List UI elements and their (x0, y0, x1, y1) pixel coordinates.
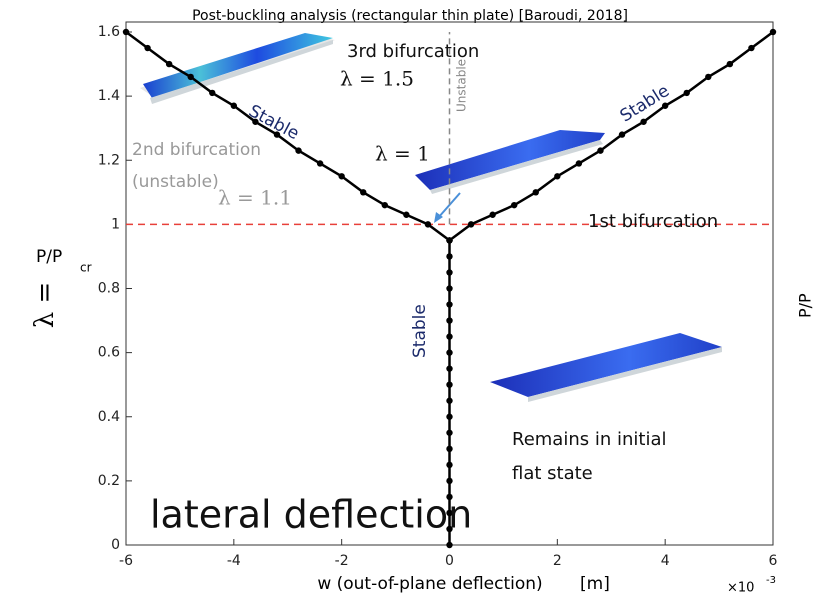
annotation: λ = 1 (375, 142, 430, 166)
y-axis-label-sub: cr (80, 261, 92, 275)
data-point (446, 398, 452, 404)
data-point (576, 160, 582, 166)
annotation: lateral deflection (150, 493, 472, 537)
x-tick-label: 0 (445, 553, 454, 569)
data-point (166, 61, 172, 67)
annotation: λ = 1.5 (340, 67, 414, 91)
data-point (446, 430, 452, 436)
data-point (446, 446, 452, 452)
data-point (511, 202, 517, 208)
data-point (209, 90, 215, 96)
y-tick-label: 0.4 (98, 409, 120, 425)
annotation: Unstable (455, 59, 469, 112)
annotation: (unstable) (132, 172, 219, 192)
data-point (317, 160, 323, 166)
data-point (446, 237, 452, 243)
x-tick-label: -4 (227, 553, 241, 569)
data-point (425, 221, 431, 227)
data-point (446, 285, 452, 291)
annotation: Stable (410, 304, 430, 358)
data-point (727, 61, 733, 67)
y-axis-label: P/P (36, 247, 62, 267)
annotation: 1st bifurcation (588, 211, 718, 232)
data-point (619, 131, 625, 137)
data-point (188, 74, 194, 80)
data-point (640, 119, 646, 125)
y-tick-label: 0 (111, 537, 120, 553)
x-tick-label: 6 (769, 553, 778, 569)
data-point (684, 90, 690, 96)
x-tick-label: -6 (119, 553, 133, 569)
data-point (446, 333, 452, 339)
data-point (446, 269, 452, 275)
data-point (382, 202, 388, 208)
y-tick-label: 1.2 (98, 152, 120, 168)
chart: Post-buckling analysis (rectangular thin… (0, 0, 815, 608)
data-point (748, 45, 754, 51)
y-tick-label: 0.6 (98, 345, 120, 361)
y-tick-label: 1.6 (98, 24, 120, 40)
y-tick-label: 1.4 (98, 88, 120, 104)
data-point (446, 462, 452, 468)
y-tick-label: 0.8 (98, 281, 120, 297)
annotation: Remains in initial (512, 429, 666, 450)
right-label: P/P (796, 293, 815, 318)
data-point (231, 103, 237, 109)
data-point (770, 29, 776, 35)
x-tick-label: 2 (553, 553, 562, 569)
data-point (446, 317, 452, 323)
data-point (446, 349, 452, 355)
x-axis-label: w (out-of-plane deflection) (317, 574, 542, 594)
data-point (295, 147, 301, 153)
x-multiplier-exp: -3 (766, 575, 776, 586)
data-point (468, 221, 474, 227)
x-multiplier: ×10 (727, 581, 754, 596)
data-point (489, 212, 495, 218)
data-point (123, 29, 129, 35)
annotation: flat state (512, 463, 593, 484)
y-tick-label: 1 (111, 216, 120, 232)
data-point (446, 542, 452, 548)
data-point (533, 189, 539, 195)
y-tick-label: 0.2 (98, 473, 120, 489)
data-point (446, 414, 452, 420)
annotation: 3rd bifurcation (347, 41, 479, 62)
data-point (446, 478, 452, 484)
data-point (705, 74, 711, 80)
data-point (403, 212, 409, 218)
x-tick-label: -2 (335, 553, 349, 569)
data-point (144, 45, 150, 51)
data-point (338, 173, 344, 179)
data-point (554, 173, 560, 179)
data-point (446, 381, 452, 387)
x-axis-unit: [m] (580, 574, 610, 594)
annotation: 2nd bifurcation (132, 140, 261, 160)
data-point (360, 189, 366, 195)
data-point (446, 253, 452, 259)
y-axis-lambda: λ = (30, 282, 60, 329)
data-point (597, 147, 603, 153)
annotation: λ = 1.1 (218, 186, 292, 210)
data-point (446, 365, 452, 371)
data-point (446, 301, 452, 307)
x-tick-label: 4 (661, 553, 670, 569)
